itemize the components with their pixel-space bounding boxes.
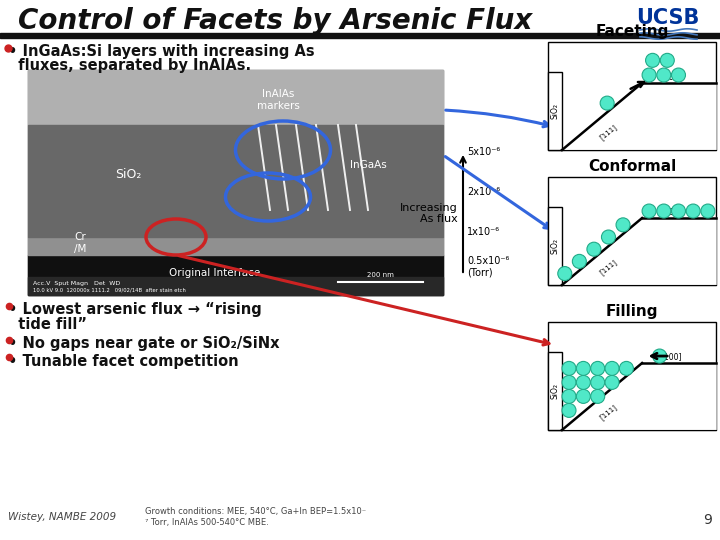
Text: • No gaps near gate or SiO₂/SiNx: • No gaps near gate or SiO₂/SiNx — [8, 336, 279, 351]
Circle shape — [657, 68, 671, 82]
Circle shape — [587, 242, 601, 256]
Circle shape — [562, 403, 576, 417]
Text: 5x10⁻⁶: 5x10⁻⁶ — [467, 147, 500, 157]
Circle shape — [686, 204, 700, 218]
Bar — [28, 255, 443, 295]
Text: [̅111]: [̅111] — [600, 404, 619, 422]
Circle shape — [605, 375, 619, 389]
Text: • Tunable facet competition: • Tunable facet competition — [8, 354, 238, 369]
Circle shape — [562, 375, 576, 389]
Circle shape — [562, 389, 576, 403]
Text: Filling: Filling — [606, 304, 658, 319]
Circle shape — [600, 96, 614, 110]
Text: 9: 9 — [703, 513, 712, 527]
Text: Cr
/M: Cr /M — [74, 232, 86, 254]
Circle shape — [672, 68, 685, 82]
Polygon shape — [562, 83, 716, 150]
Bar — [28, 70, 443, 295]
Text: Original Interface: Original Interface — [169, 268, 261, 278]
Text: SiO₂: SiO₂ — [551, 238, 559, 254]
Polygon shape — [562, 363, 716, 430]
Circle shape — [576, 375, 590, 389]
Circle shape — [642, 68, 656, 82]
Text: [̅111]: [̅111] — [600, 124, 619, 142]
Text: fluxes, separated by InAlAs.: fluxes, separated by InAlAs. — [8, 58, 251, 73]
Circle shape — [605, 361, 619, 375]
Text: InAlAs
markers: InAlAs markers — [256, 89, 300, 111]
Circle shape — [590, 375, 605, 389]
Text: [̅111]: [̅111] — [600, 259, 619, 277]
Text: • InGaAs:Si layers with increasing As: • InGaAs:Si layers with increasing As — [8, 44, 315, 59]
Text: ⁷ Torr, InAlAs 500-540°C MBE.: ⁷ Torr, InAlAs 500-540°C MBE. — [145, 518, 269, 527]
Text: Acc.V  Sput Magn   Det  WD: Acc.V Sput Magn Det WD — [33, 280, 120, 286]
Text: • Lowest arsenic flux → “rising: • Lowest arsenic flux → “rising — [8, 302, 262, 317]
Circle shape — [601, 230, 616, 244]
Circle shape — [576, 389, 590, 403]
Polygon shape — [562, 218, 716, 285]
Circle shape — [672, 204, 685, 218]
Text: [100]: [100] — [662, 207, 682, 216]
Text: Wistey, NAMBE 2009: Wistey, NAMBE 2009 — [8, 512, 116, 522]
Text: Control of Facets by Arsenic Flux: Control of Facets by Arsenic Flux — [18, 7, 532, 35]
Bar — [548, 177, 716, 285]
Text: UCSB: UCSB — [636, 8, 700, 28]
Circle shape — [619, 361, 634, 375]
Bar — [548, 42, 716, 150]
Circle shape — [572, 254, 586, 268]
Circle shape — [576, 361, 590, 375]
Text: Increasing
As flux: Increasing As flux — [400, 202, 458, 224]
Text: Faceting: Faceting — [595, 24, 669, 39]
Text: SiO₂: SiO₂ — [551, 383, 559, 399]
Bar — [28, 125, 443, 237]
Text: Conformal: Conformal — [588, 159, 676, 174]
Circle shape — [558, 267, 572, 281]
Circle shape — [660, 53, 675, 68]
Text: 1x10⁻⁶: 1x10⁻⁶ — [467, 227, 500, 237]
Circle shape — [562, 361, 576, 375]
Bar — [548, 322, 716, 430]
Circle shape — [590, 389, 605, 403]
Circle shape — [652, 349, 667, 363]
Text: [100]: [100] — [662, 352, 682, 361]
Circle shape — [701, 204, 715, 218]
Circle shape — [657, 204, 671, 218]
Circle shape — [616, 218, 630, 232]
Text: SiO₂: SiO₂ — [114, 168, 141, 181]
Bar — [28, 70, 443, 125]
Bar — [28, 237, 443, 255]
Bar — [28, 277, 443, 295]
Text: [100]: [100] — [662, 72, 682, 81]
Text: SiO₂: SiO₂ — [551, 103, 559, 119]
Circle shape — [590, 361, 605, 375]
Bar — [0, 33, 720, 38]
Text: InGaAs: InGaAs — [350, 160, 387, 170]
Bar — [548, 72, 562, 150]
Circle shape — [646, 53, 660, 68]
Text: tide fill”: tide fill” — [8, 317, 87, 332]
Circle shape — [642, 204, 656, 218]
Text: 2x10⁻⁶: 2x10⁻⁶ — [467, 187, 500, 197]
Text: 10.0 kV 9.0  120000x 1111.2   09/02/14B  after stain etch: 10.0 kV 9.0 120000x 1111.2 09/02/14B aft… — [33, 287, 186, 293]
Text: 0.5x10⁻⁶
(Torr): 0.5x10⁻⁶ (Torr) — [467, 256, 509, 278]
Text: Growth conditions: MEE, 540°C, Ga+In BEP=1.5x10⁻: Growth conditions: MEE, 540°C, Ga+In BEP… — [145, 507, 366, 516]
Bar — [548, 352, 562, 430]
Bar — [548, 207, 562, 285]
Text: 200 nm: 200 nm — [366, 272, 393, 278]
